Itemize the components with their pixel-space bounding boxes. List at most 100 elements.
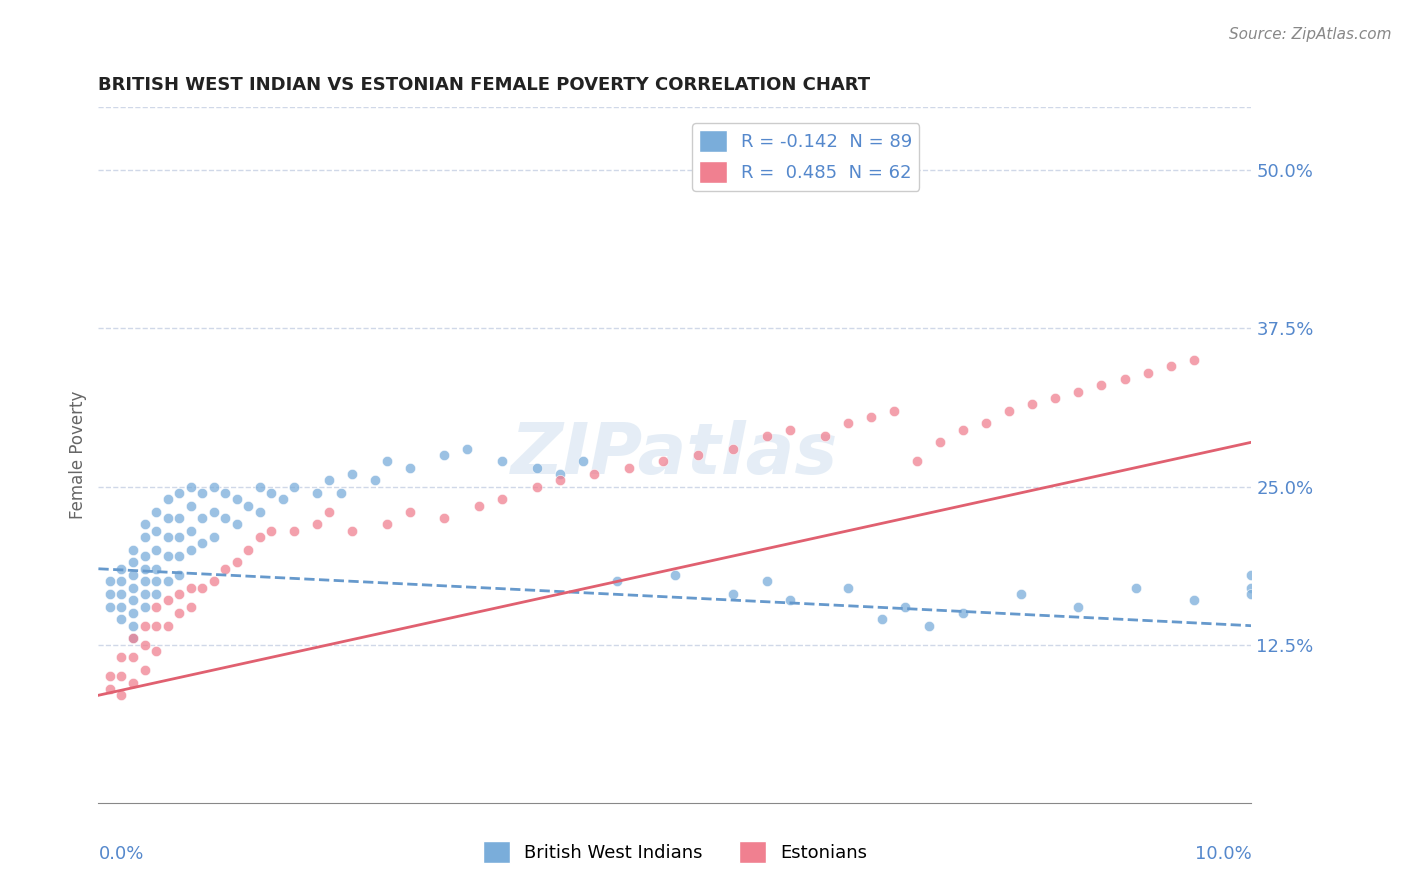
Point (202, 574, 225, 589)
Point (468, 499, 491, 513)
Point (271, 492, 294, 507)
Point (167, 549, 190, 563)
Point (1045, 391, 1067, 405)
Point (1182, 593, 1205, 607)
Point (526, 460, 548, 475)
Point (134, 587, 156, 601)
Point (1067, 384, 1090, 399)
Point (98, 669, 121, 683)
Point (859, 409, 882, 424)
Point (134, 663, 156, 677)
Point (134, 517, 156, 532)
Point (238, 499, 260, 513)
Point (167, 530, 190, 544)
Point (110, 669, 132, 683)
Point (1182, 353, 1205, 368)
Point (145, 542, 167, 557)
Point (433, 511, 456, 525)
Text: 10.0%: 10.0% (1195, 845, 1251, 863)
Point (1021, 397, 1043, 411)
Point (779, 423, 801, 437)
Point (375, 517, 398, 532)
Point (134, 562, 156, 576)
Point (191, 581, 214, 595)
Point (214, 511, 236, 525)
Point (837, 581, 859, 595)
Point (134, 530, 156, 544)
Point (318, 473, 340, 487)
Point (225, 556, 247, 570)
Point (318, 505, 340, 519)
Point (721, 442, 744, 456)
Point (122, 675, 145, 690)
Point (156, 511, 179, 525)
Point (617, 460, 640, 475)
Point (122, 581, 145, 595)
Point (894, 599, 917, 614)
Point (260, 486, 283, 500)
Point (98, 574, 121, 589)
Point (340, 467, 363, 481)
Point (134, 599, 156, 614)
Point (583, 467, 606, 481)
Point (307, 486, 329, 500)
Point (756, 429, 779, 443)
Point (145, 644, 167, 658)
Point (1160, 359, 1182, 374)
Point (1136, 366, 1159, 380)
Point (134, 618, 156, 632)
Point (974, 417, 997, 431)
Point (122, 606, 145, 620)
Point (180, 479, 202, 493)
Point (756, 574, 779, 589)
Point (917, 618, 939, 632)
Point (929, 435, 952, 450)
Point (156, 492, 179, 507)
Point (814, 429, 837, 443)
Point (491, 454, 513, 468)
Point (364, 473, 387, 487)
Point (156, 593, 179, 607)
Point (110, 688, 132, 702)
Point (837, 417, 859, 431)
Point (1067, 599, 1090, 614)
Point (249, 479, 271, 493)
Point (180, 524, 202, 538)
Point (664, 568, 686, 582)
Point (191, 486, 214, 500)
Point (1010, 587, 1032, 601)
Point (202, 505, 225, 519)
Point (122, 542, 145, 557)
Point (249, 505, 271, 519)
Point (202, 530, 225, 544)
Text: 0.0%: 0.0% (98, 845, 143, 863)
Point (1114, 372, 1136, 386)
Point (249, 530, 271, 544)
Point (122, 568, 145, 582)
Point (145, 587, 167, 601)
Point (110, 587, 132, 601)
Point (214, 562, 236, 576)
Point (491, 492, 513, 507)
Text: BRITISH WEST INDIAN VS ESTONIAN FEMALE POVERTY CORRELATION CHART: BRITISH WEST INDIAN VS ESTONIAN FEMALE P… (98, 77, 870, 95)
Point (526, 479, 548, 493)
Point (180, 542, 202, 557)
Point (145, 618, 167, 632)
Point (110, 650, 132, 665)
Point (145, 574, 167, 589)
Point (167, 587, 190, 601)
Point (122, 556, 145, 570)
Point (145, 524, 167, 538)
Point (180, 499, 202, 513)
Point (122, 632, 145, 646)
Point (998, 403, 1021, 417)
Point (952, 606, 974, 620)
Point (225, 492, 247, 507)
Point (283, 479, 305, 493)
Point (134, 638, 156, 652)
Point (180, 599, 202, 614)
Point (952, 423, 974, 437)
Point (156, 530, 179, 544)
Point (122, 618, 145, 632)
Point (260, 524, 283, 538)
